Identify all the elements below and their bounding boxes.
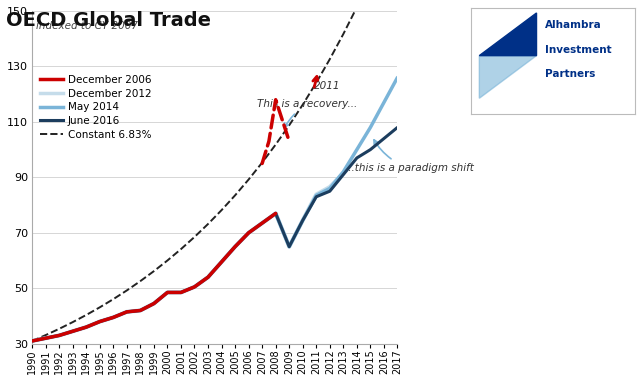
Text: ...this is a paradigm shift: ...this is a paradigm shift — [345, 140, 474, 173]
Text: This is a recovery...: This is a recovery... — [257, 99, 357, 128]
Polygon shape — [479, 56, 537, 98]
Text: Investment: Investment — [545, 45, 612, 55]
Text: Alhambra: Alhambra — [545, 21, 601, 30]
Text: 2011: 2011 — [314, 82, 341, 91]
Text: Partners: Partners — [545, 69, 595, 80]
Text: OECD Global Trade: OECD Global Trade — [6, 11, 212, 30]
Polygon shape — [479, 13, 537, 56]
Legend: December 2006, December 2012, May 2014, June 2016, Constant 6.83%: December 2006, December 2012, May 2014, … — [36, 71, 156, 144]
Text: indexed to CY 2007: indexed to CY 2007 — [36, 21, 138, 31]
